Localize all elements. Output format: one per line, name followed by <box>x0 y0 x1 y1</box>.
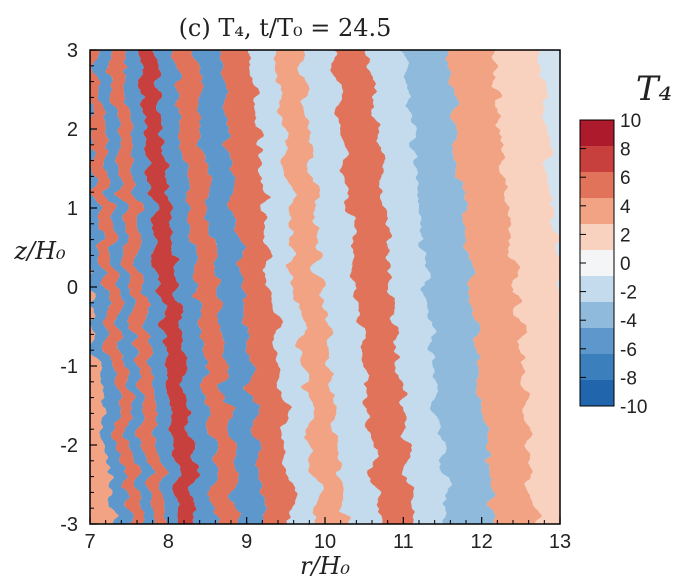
colorbar-title: T₄ <box>636 69 672 109</box>
heatmap-band <box>174 50 240 524</box>
heatmap-band <box>300 50 379 524</box>
y-tick-label: -1 <box>60 356 78 378</box>
y-tick-label: 0 <box>67 277 78 299</box>
colorbar-label: -4 <box>620 311 637 332</box>
y-tick-label: 1 <box>67 198 78 220</box>
x-axis-label: r/H₀ <box>300 552 350 580</box>
colorbar-label: 8 <box>620 140 631 161</box>
heatmap-band <box>90 50 140 524</box>
colorbar-label: 2 <box>620 225 631 246</box>
heatmap-band <box>275 50 345 524</box>
colorbar-label: 0 <box>620 254 631 275</box>
colorbar-labels: 10 8 6 4 2 0 -2 -4 -6 -8 -10 <box>620 111 647 418</box>
x-tick-label: 9 <box>241 531 252 553</box>
heatmap-band <box>154 50 219 524</box>
y-tick-label: -2 <box>60 435 78 457</box>
y-axis-ticks: -3 -2 -1 0 1 2 3 <box>60 40 97 536</box>
heatmap-band <box>404 50 494 524</box>
colorbar-swatch <box>580 380 614 406</box>
colorbar-label: -6 <box>620 340 637 361</box>
x-tick-label: 11 <box>393 531 414 553</box>
heatmap-band <box>220 50 294 524</box>
heatmap-band <box>121 50 182 524</box>
x-tick-label: 12 <box>471 531 493 553</box>
colorbar-label: 6 <box>620 168 631 189</box>
colorbar-swatch <box>580 354 614 380</box>
heatmap-band <box>249 50 320 524</box>
colorbar-swatch <box>580 224 614 250</box>
colorbar-swatch <box>580 328 614 354</box>
heatmap-bands <box>90 50 560 524</box>
y-tick-label: 3 <box>67 40 78 62</box>
colorbar-swatch <box>580 146 614 172</box>
x-tick-label: 7 <box>84 531 95 553</box>
heatmap-band <box>107 50 166 524</box>
colorbar-label: 10 <box>620 111 641 132</box>
colorbar: T₄ 10 8 6 4 2 0 -2 -4 -6 -8 -10 <box>579 69 672 418</box>
heatmap-band <box>194 50 265 524</box>
x-tick-label: 13 <box>549 531 571 553</box>
heatmap-band <box>449 50 537 524</box>
colorbar-label: -10 <box>620 397 647 418</box>
y-tick-label: 2 <box>67 119 78 141</box>
colorbar-swatch <box>580 302 614 328</box>
heatmap-band <box>94 50 152 524</box>
colorbar-label: -2 <box>620 283 637 304</box>
colorbar-label: -8 <box>620 368 637 389</box>
colorbar-swatch <box>580 120 614 146</box>
chart-title: (c) T₄, t/T₀ = 24.5 <box>179 14 392 42</box>
x-axis-ticks: 7 8 9 10 11 12 13 <box>84 517 571 553</box>
heatmap-band <box>90 131 127 524</box>
colorbar-frame <box>579 119 615 407</box>
x-tick-label: 8 <box>163 531 174 553</box>
heatmap-band <box>369 50 449 524</box>
heatmap-band <box>136 50 199 524</box>
y-axis-label: z/H₀ <box>13 237 66 265</box>
colorbar-swatch <box>580 198 614 224</box>
x-tick-label: 10 <box>314 531 336 553</box>
colorbar-label: 4 <box>620 197 631 218</box>
colorbar-swatches <box>580 119 614 407</box>
heatmap-band <box>492 50 560 524</box>
y-tick-label: -3 <box>60 514 78 536</box>
colorbar-swatch <box>580 172 614 198</box>
heatmap-band <box>333 50 414 524</box>
colorbar-swatch <box>580 276 614 302</box>
